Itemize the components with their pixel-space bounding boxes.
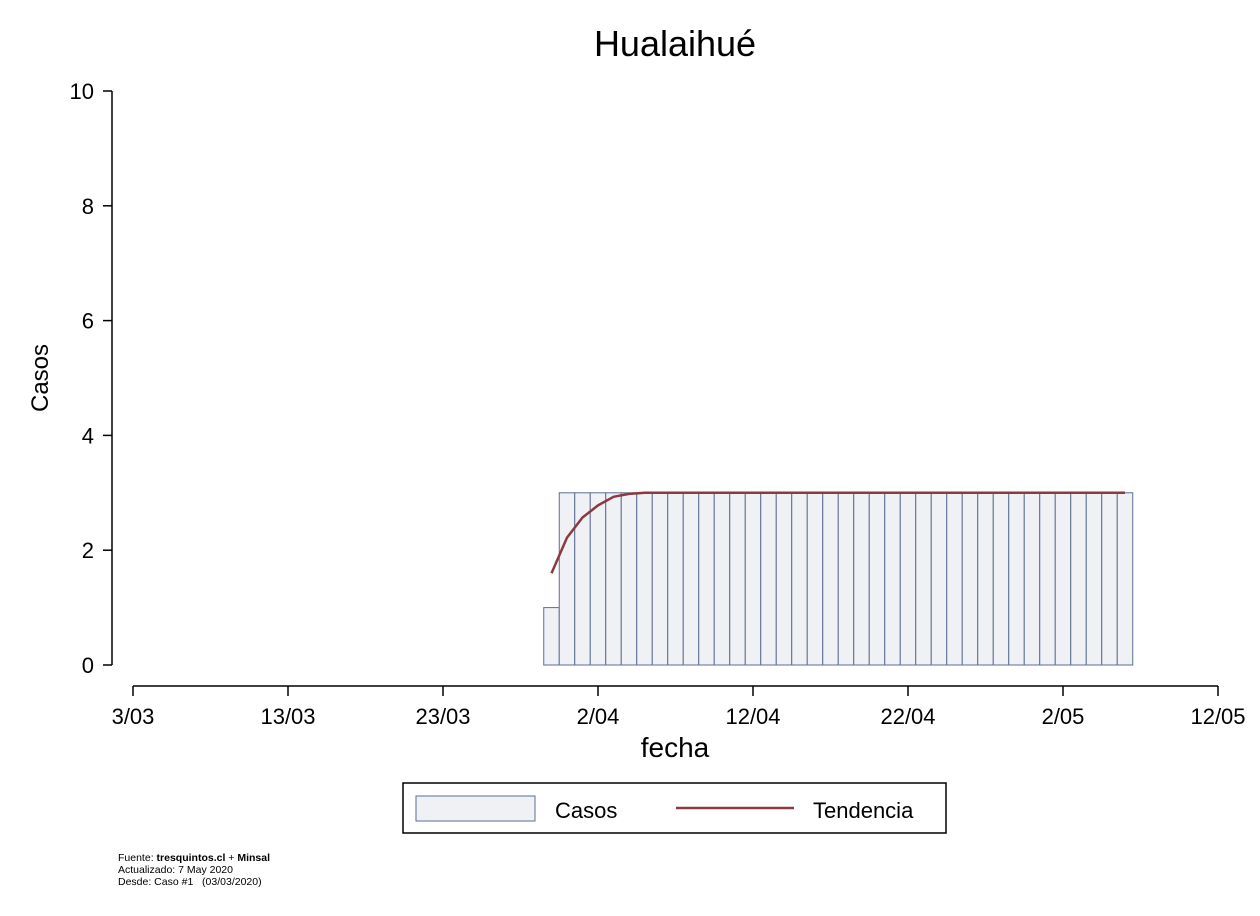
x-tick-label: 12/05 — [1190, 704, 1245, 729]
x-tick-label: 23/03 — [415, 704, 470, 729]
bar-casos — [946, 492, 963, 666]
footer-source-site: tresquintos.cl — [156, 852, 226, 864]
legend: Casos Tendencia — [402, 782, 947, 834]
y-tick-label: 10 — [70, 79, 94, 104]
bar-casos — [791, 492, 808, 666]
bar-casos — [1085, 492, 1103, 666]
bar-casos — [589, 492, 607, 666]
footer-updated: Actualizado: 7 May 2020 — [118, 864, 233, 876]
bar-casos — [977, 492, 994, 666]
bar-casos — [760, 492, 777, 666]
bar-casos — [806, 492, 824, 666]
footer-source-prefix: Fuente: — [118, 852, 157, 864]
bar-casos — [698, 492, 715, 666]
bar-casos — [667, 492, 684, 666]
y-tick-label: 0 — [82, 653, 94, 678]
x-axis: 3/03 13/03 23/03 2/04 12/04 22/04 2/05 12/05 — [112, 685, 1246, 729]
footer-note: Fuente: tresquintos.cl + Minsal Actualiz… — [118, 852, 270, 888]
bar-casos — [899, 492, 917, 666]
bar-casos — [775, 492, 793, 666]
tendencia-line — [550, 491, 1125, 574]
bar-casos — [713, 492, 731, 666]
bar-casos — [651, 492, 669, 666]
bar-casos — [682, 492, 700, 666]
bar-casos — [822, 492, 839, 666]
footer-source: Fuente: tresquintos.cl + Minsal — [118, 852, 270, 864]
y-axis-label: Casos — [27, 344, 54, 412]
bar-casos — [1054, 492, 1072, 666]
bar-casos — [729, 492, 746, 666]
bar-casos — [1070, 492, 1087, 666]
bar-casos — [1008, 492, 1025, 666]
bar-casos — [961, 492, 979, 666]
tendencia-line-group — [550, 491, 1125, 574]
bar-casos — [1101, 492, 1118, 666]
y-axis: 0 2 4 6 8 10 — [70, 79, 113, 678]
legend-swatch-casos — [415, 795, 536, 822]
bar-casos — [853, 492, 870, 666]
x-axis-label: fecha — [641, 732, 710, 763]
x-tick-label: 3/03 — [112, 704, 155, 729]
y-tick-label: 6 — [82, 309, 94, 334]
bar-casos — [543, 607, 560, 666]
x-tick-label: 13/03 — [260, 704, 315, 729]
bar-casos — [884, 492, 901, 666]
bar-casos — [605, 492, 622, 666]
footer-source-org: Minsal — [237, 852, 271, 864]
bar-casos — [915, 492, 932, 666]
y-tick-label: 8 — [82, 194, 94, 219]
bar-casos — [744, 492, 762, 666]
x-tick-label: 22/04 — [880, 704, 935, 729]
bar-casos — [1023, 492, 1041, 666]
bar-casos — [1039, 492, 1056, 666]
bar-casos — [930, 492, 948, 666]
x-tick-label: 2/05 — [1042, 704, 1085, 729]
bar-casos — [868, 492, 886, 666]
legend-label-casos: Casos — [555, 798, 617, 823]
footer-source-plus: + — [225, 852, 238, 864]
bar-casos — [620, 492, 638, 666]
bar-casos — [1116, 492, 1134, 666]
y-tick-label: 4 — [82, 423, 94, 448]
bar-casos — [837, 492, 855, 666]
bar-casos — [992, 492, 1010, 666]
footer-since: Desde: Caso #1 (03/03/2020) — [118, 876, 262, 888]
chart-title: Hualaihué — [594, 23, 756, 64]
x-tick-label: 12/04 — [725, 704, 780, 729]
casos-bars — [543, 492, 1134, 666]
legend-label-tendencia: Tendencia — [813, 798, 914, 823]
bar-casos — [636, 492, 653, 666]
y-tick-label: 2 — [82, 538, 94, 563]
bar-casos — [558, 492, 576, 666]
x-tick-label: 2/04 — [577, 704, 620, 729]
